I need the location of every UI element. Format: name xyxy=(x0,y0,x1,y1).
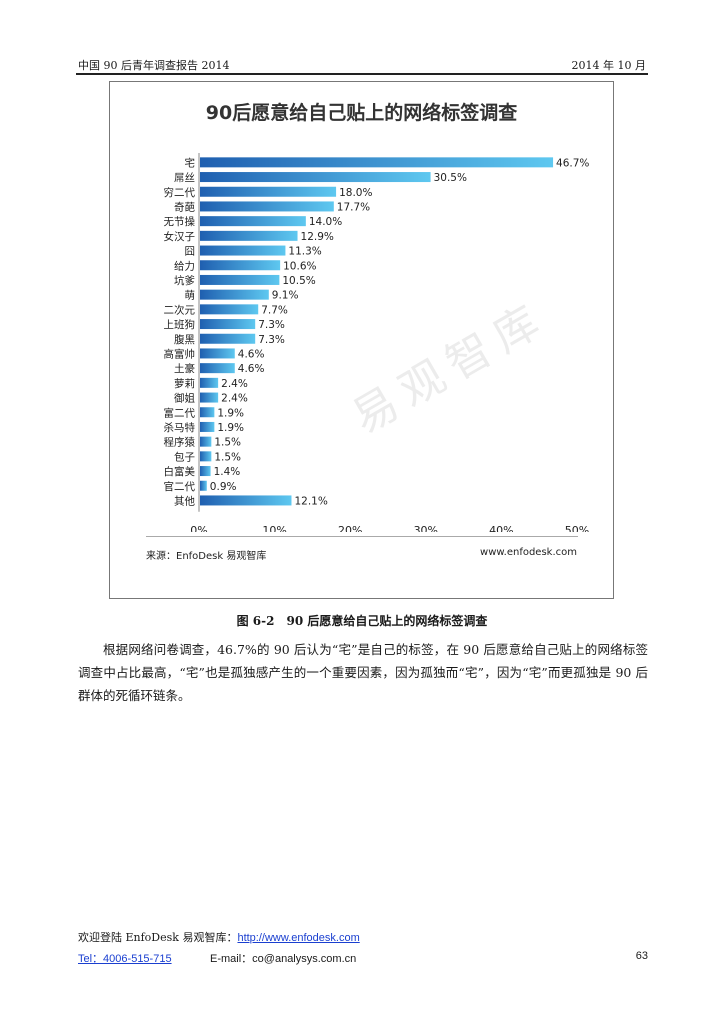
category-label: 富二代 xyxy=(164,406,196,419)
bar xyxy=(200,451,212,462)
category-label: 穷二代 xyxy=(164,186,196,199)
category-label: 坑爹 xyxy=(174,274,195,287)
figure-caption: 图 6-2 90 后愿意给自己贴上的网络标签调查 xyxy=(236,614,488,628)
bar xyxy=(200,260,281,271)
footer-email: E-mail：co@analysys.com.cn xyxy=(210,953,357,965)
category-label: 白富美 xyxy=(164,465,196,478)
bar xyxy=(200,230,298,241)
footer-welcome: 欢迎登陆 EnfoDesk 易观智库：http://www.enfodesk.c… xyxy=(78,929,360,945)
bar xyxy=(200,274,280,285)
value-label: 12.1% xyxy=(294,495,327,507)
bar xyxy=(200,289,269,300)
value-label: 9.1% xyxy=(272,290,299,302)
category-label: 萝莉 xyxy=(174,378,195,390)
bar xyxy=(200,421,215,432)
value-label: 4.6% xyxy=(238,348,265,360)
bar xyxy=(200,495,292,506)
bar xyxy=(200,304,259,315)
x-tick-label: 30% xyxy=(414,524,438,532)
value-label: 12.9% xyxy=(301,231,334,243)
bar xyxy=(200,392,219,403)
bar xyxy=(200,348,235,359)
value-label: 14.0% xyxy=(309,216,342,228)
category-label: 御姐 xyxy=(174,392,195,405)
value-label: 30.5% xyxy=(434,172,467,184)
source-site: www.enfodesk.com xyxy=(480,547,577,558)
x-tick-label: 0% xyxy=(190,524,207,532)
category-label: 宅 xyxy=(185,156,196,169)
page-number: 63 xyxy=(635,950,648,962)
value-label: 18.0% xyxy=(339,187,372,199)
header-rule xyxy=(76,73,648,75)
value-label: 10.5% xyxy=(282,275,315,287)
value-label: 46.7% xyxy=(556,157,589,169)
category-label: 囧 xyxy=(185,246,196,258)
category-label: 土豪 xyxy=(174,362,195,375)
body-paragraph: 根据网络问卷调查，46.7%的 90 后认为“宅”是自己的标签，在 90 后愿意… xyxy=(78,642,648,703)
value-label: 11.3% xyxy=(288,246,321,258)
category-label: 包子 xyxy=(174,450,195,463)
category-label: 高富帅 xyxy=(164,347,196,360)
bar xyxy=(200,363,235,374)
footer-tel-link[interactable]: Tel：4006-515-715 xyxy=(78,953,172,965)
bar xyxy=(200,245,286,256)
source-note: 来源：EnfoDesk 易观智库 xyxy=(146,551,267,562)
bar xyxy=(200,377,219,388)
bar xyxy=(200,407,215,418)
category-label: 其他 xyxy=(174,494,195,507)
bar xyxy=(200,333,256,344)
footer-url-link[interactable]: http://www.enfodesk.com xyxy=(237,932,360,944)
x-tick-label: 10% xyxy=(262,524,286,532)
running-header-title: 中国 90 后青年调查报告 2014 xyxy=(78,59,230,72)
chart-title: 90后愿意给自己贴上的网络标签调查 xyxy=(205,102,518,124)
bar xyxy=(200,157,554,168)
value-label: 7.3% xyxy=(258,334,285,346)
footer-contact: Tel：4006-515-715 E-mail：co@analysys.com.… xyxy=(78,950,648,966)
category-label: 无节操 xyxy=(164,215,196,228)
bar xyxy=(200,319,256,330)
x-tick-label: 50% xyxy=(565,524,589,532)
category-label: 杀马特 xyxy=(164,421,196,434)
bar xyxy=(200,172,431,183)
category-label: 二次元 xyxy=(164,303,196,316)
source-rule xyxy=(146,536,578,537)
value-label: 7.3% xyxy=(258,319,285,331)
bar xyxy=(200,466,211,477)
footer-welcome-text: 欢迎登陆 EnfoDesk 易观智库： xyxy=(78,931,238,944)
x-tick-label: 40% xyxy=(489,524,513,532)
category-label: 女汉子 xyxy=(164,230,196,243)
bar xyxy=(200,480,207,491)
bar-chart: 宅 46.7% 屌丝 30.5% 穷二代 18.0% 奇葩 17.7% 无节操 14.0% 女汉子 1… xyxy=(164,153,589,532)
category-label: 程序猿 xyxy=(164,436,196,449)
bar xyxy=(200,186,337,197)
running-header-date: 2014 年 10 月 xyxy=(571,59,646,72)
value-label: 17.7% xyxy=(337,201,370,213)
value-label: 7.7% xyxy=(261,304,288,316)
bar xyxy=(200,436,212,447)
category-label: 奇葩 xyxy=(174,200,195,213)
value-label: 0.9% xyxy=(210,481,237,493)
value-label: 1.9% xyxy=(217,422,244,434)
value-label: 1.4% xyxy=(214,466,241,478)
bar xyxy=(200,216,306,227)
category-label: 官二代 xyxy=(164,480,196,493)
category-label: 屌丝 xyxy=(174,172,195,184)
category-label: 萌 xyxy=(185,289,196,302)
value-label: 10.6% xyxy=(283,260,316,272)
category-label: 上班狗 xyxy=(164,318,196,331)
value-label: 2.4% xyxy=(221,378,248,390)
x-tick-label: 20% xyxy=(338,524,362,532)
bar xyxy=(200,201,334,212)
value-label: 1.5% xyxy=(214,437,241,449)
figure-box: 90后愿意给自己贴上的网络标签调查 易观智库 宅 46.7% 屌丝 30.5% 穷二代 1… xyxy=(109,81,614,599)
value-label: 1.5% xyxy=(214,451,241,463)
value-label: 2.4% xyxy=(221,393,248,405)
category-label: 腹黑 xyxy=(174,333,195,346)
value-label: 1.9% xyxy=(217,407,244,419)
value-label: 4.6% xyxy=(238,363,265,375)
category-label: 给力 xyxy=(174,259,195,272)
